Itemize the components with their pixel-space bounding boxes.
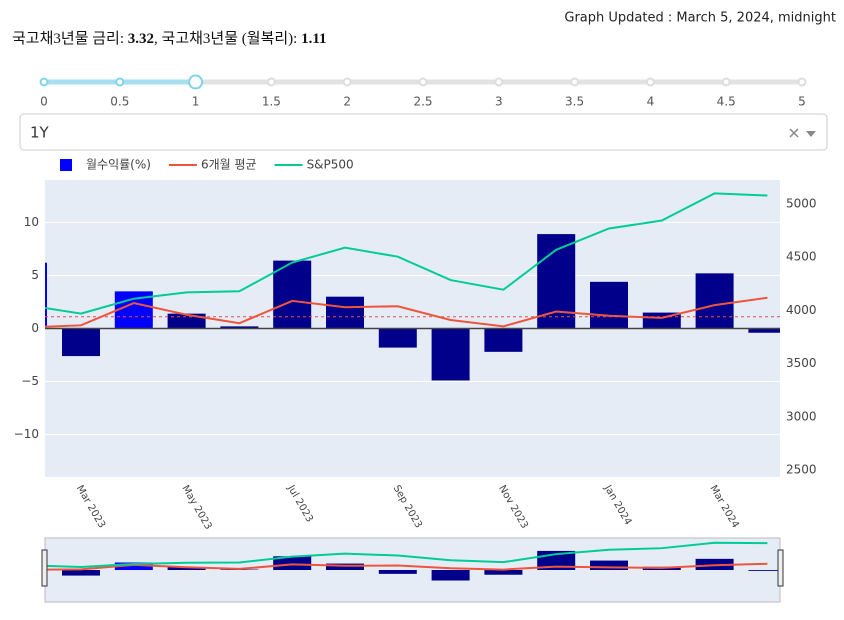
bar (62, 328, 100, 357)
y2-tick-label: 4500 (786, 250, 817, 264)
bar (273, 556, 312, 570)
slider-label: 2 (343, 95, 351, 109)
monthly-label: , 국고채3년물 (월복리): (154, 30, 297, 47)
range-handle-left[interactable] (41, 549, 48, 587)
slider-label: 0 (40, 95, 48, 109)
slider-label: 1.5 (262, 95, 281, 109)
slider-label: 3 (495, 95, 503, 109)
bar (748, 570, 780, 571)
slider-label: 4 (647, 95, 655, 109)
clear-icon[interactable] (789, 128, 799, 138)
slider-dot[interactable] (570, 77, 580, 87)
bar (590, 560, 628, 570)
dropdown-box[interactable] (19, 113, 828, 151)
slider-dot[interactable] (266, 77, 276, 87)
bar (167, 567, 206, 570)
dropdown[interactable]: 1Y (19, 113, 828, 151)
x-tick-label: Sep 2023 (391, 484, 424, 531)
x-tick-label: Nov 2023 (496, 484, 530, 531)
bar (695, 273, 734, 329)
y2-tick-label: 3000 (786, 409, 817, 423)
slider-dot[interactable] (721, 77, 731, 87)
bar (45, 556, 47, 570)
line (45, 296, 768, 328)
slider-dot[interactable] (418, 77, 428, 87)
monthly-value: 1.11 (301, 31, 326, 47)
slider-label: 4.5 (717, 95, 736, 109)
line (45, 192, 768, 315)
y-tick-label: 5 (31, 268, 39, 282)
x-tick-label: Mar 2023 (74, 484, 107, 531)
legend-swatch (60, 159, 72, 171)
y2-tick-label: 4000 (786, 303, 817, 317)
bar (326, 563, 364, 570)
legend-label: 6개월 평균 (201, 158, 257, 172)
line (45, 562, 768, 571)
y-tick-label: −5 (21, 374, 39, 388)
x-tick-label: Jul 2023 (285, 483, 315, 525)
slider-label: 2.5 (413, 95, 432, 109)
bar (431, 570, 470, 581)
range-handle-right[interactable] (777, 549, 784, 587)
slider-dot[interactable] (797, 77, 807, 87)
y2-tick-label: 3500 (786, 356, 817, 370)
slider-label: 1 (192, 95, 200, 109)
rate-value: 3.32 (128, 31, 154, 47)
legend-label: 월수익률(%) (86, 158, 151, 172)
bar (220, 326, 259, 329)
rate-line: 국고채3년물 금리: 3.32, 국고채3년물 (월복리): 1.11 (12, 30, 327, 47)
bar (378, 328, 417, 348)
y2-tick-label: 5000 (786, 197, 817, 211)
slider-dot[interactable] (115, 77, 125, 87)
line (45, 541, 768, 568)
bar (326, 296, 364, 329)
slider-label: 5 (798, 95, 806, 109)
bar (484, 328, 523, 352)
caret-icon[interactable] (806, 131, 816, 137)
x-tick-label: Jan 2024 (601, 483, 633, 528)
y-tick-label: 10 (24, 215, 39, 229)
y2-tick-label: 2500 (786, 462, 817, 476)
bar (484, 570, 523, 575)
range-handles[interactable] (41, 549, 784, 587)
bar (431, 328, 470, 381)
slider-dot[interactable] (342, 77, 352, 87)
y-tick-label: 0 (31, 321, 39, 335)
dropdown-value: 1Y (30, 124, 50, 142)
slider-dot[interactable] (645, 77, 655, 87)
range-marks (45, 541, 780, 581)
bar (378, 570, 417, 574)
bar (62, 570, 100, 576)
bar (748, 328, 780, 333)
slider-dot[interactable] (494, 77, 504, 87)
rate-label: 국고채3년물 금리: (12, 30, 124, 47)
legend-label: S&P500 (307, 158, 354, 172)
slider-label: 3.5 (565, 95, 584, 109)
bar (45, 262, 47, 329)
bar (590, 281, 628, 329)
x-tick-label: Mar 2024 (707, 484, 740, 531)
slider-handle[interactable] (188, 74, 204, 90)
slider-label: 0.5 (110, 95, 129, 109)
slider-dot[interactable] (39, 77, 49, 87)
x-tick-label: May 2023 (179, 484, 213, 532)
plot-marks (45, 192, 780, 436)
bar (114, 562, 153, 570)
y-tick-label: −10 (14, 427, 39, 441)
bar (167, 313, 206, 329)
slider[interactable]: 0 0.5 1 1.5 2 2.5 3 3.5 4 4.5 5 (39, 74, 807, 109)
graph-updated: Graph Updated : March 5, 2024, midnight (564, 11, 836, 26)
